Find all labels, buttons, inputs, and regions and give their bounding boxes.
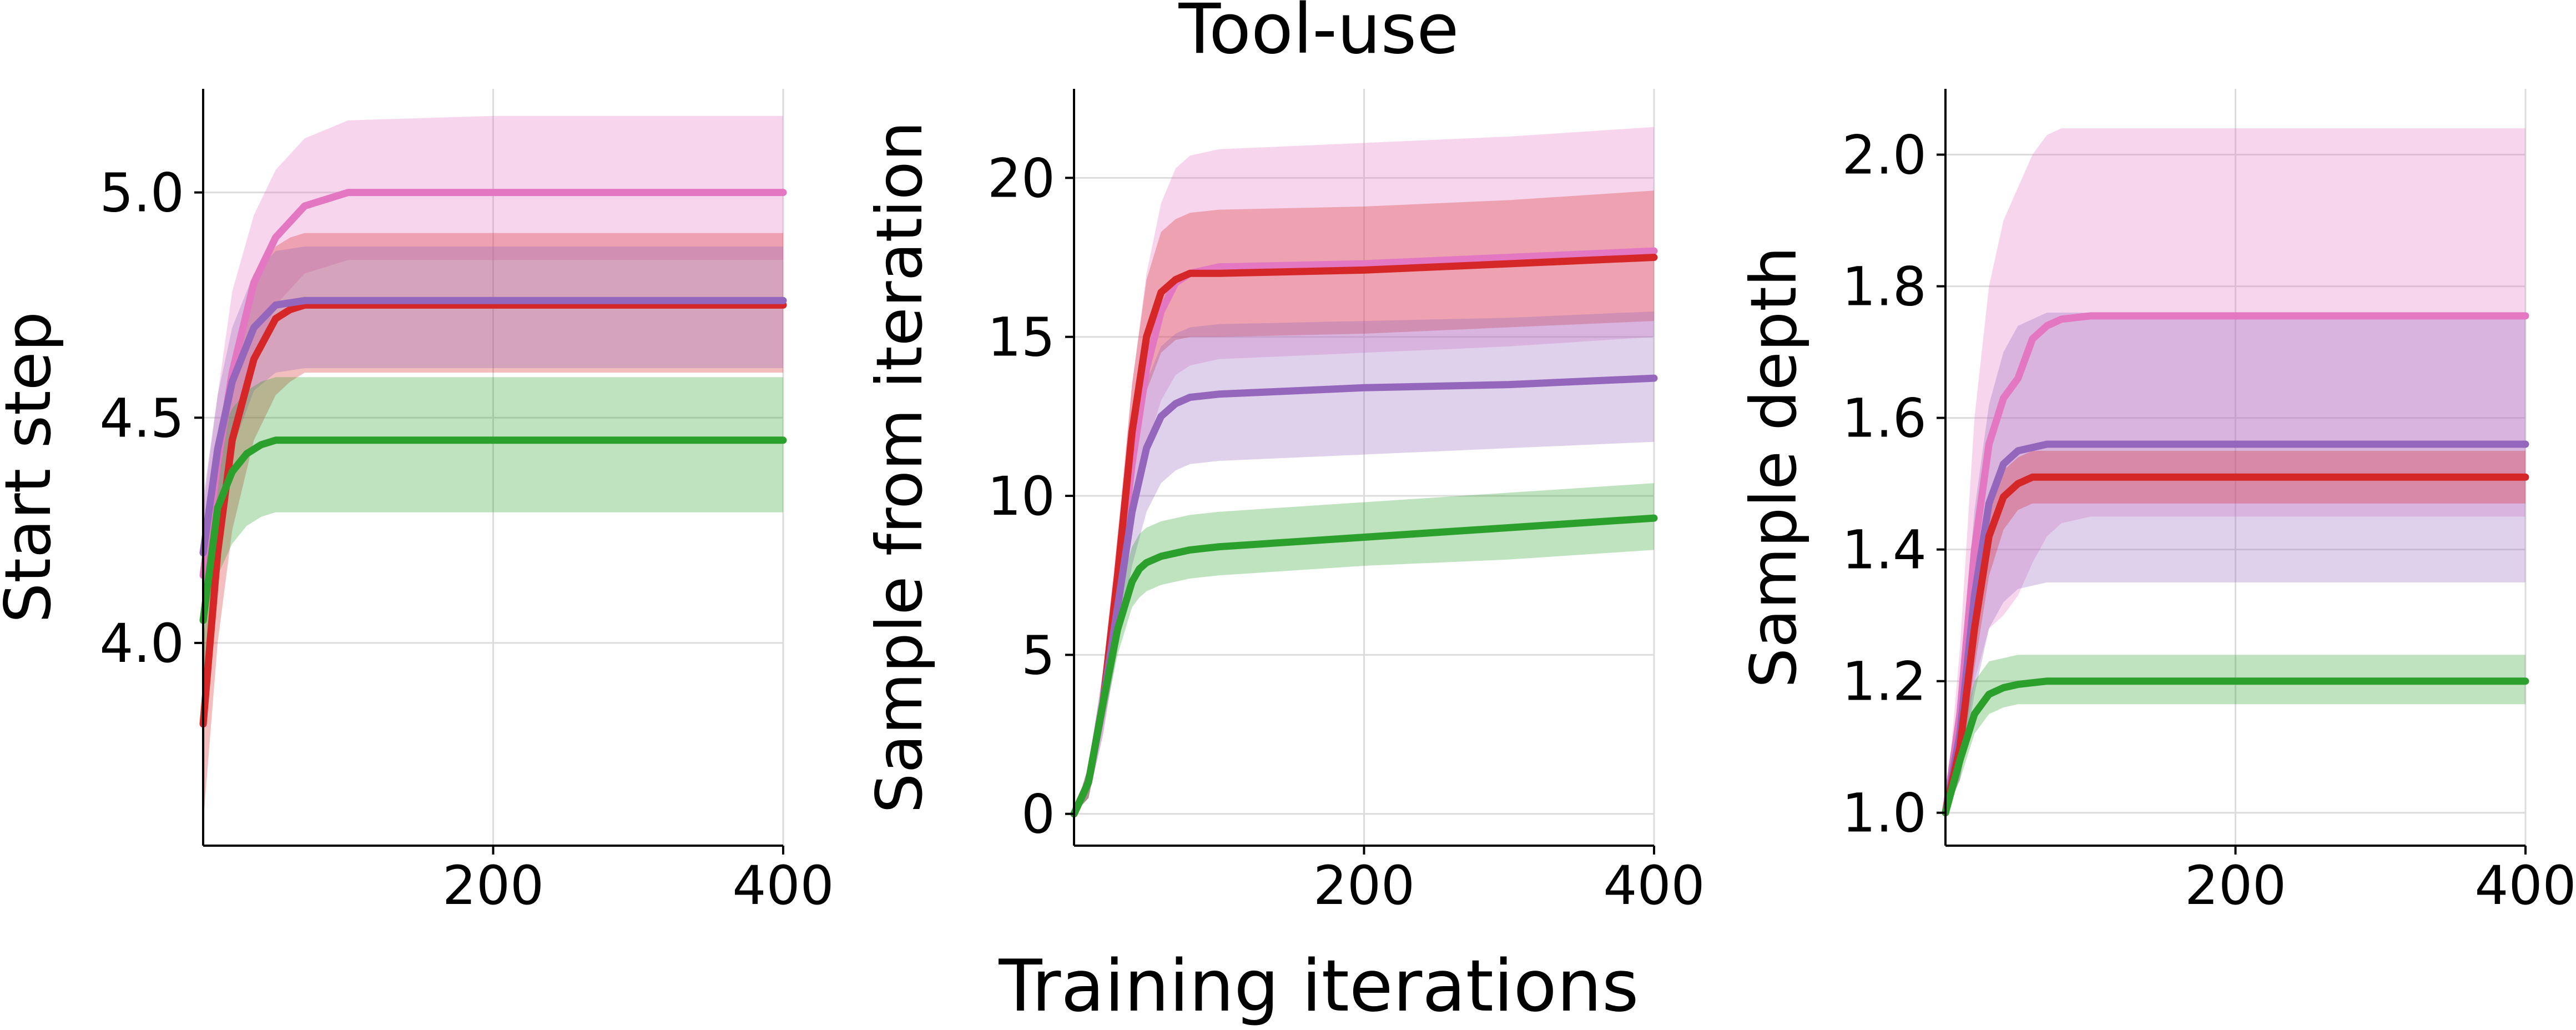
sample-from-iteration-purple-band xyxy=(1074,311,1654,814)
sample-from-iteration-y-label: Sample from iteration xyxy=(863,121,936,813)
sample-from-iteration-ytick-label: 10 xyxy=(987,465,1055,527)
figure-title: Tool-use xyxy=(1178,0,1459,69)
sample-depth-ytick-label: 2.0 xyxy=(1842,124,1927,187)
start-step-xtick-label: 400 xyxy=(732,855,834,917)
x-axis-label: Training iterations xyxy=(998,945,1639,1028)
sample-depth-panel: 200 400 1.0 1.2 1.4 1.6 1.8 2.0 Sample depth xyxy=(1737,89,2576,917)
sample-depth-y-label: Sample depth xyxy=(1737,247,1811,689)
sample-depth-purple-band xyxy=(1945,313,2525,813)
sample-from-iteration-xtick-label: 200 xyxy=(1313,855,1415,917)
sample-from-iteration-ytick-label: 5 xyxy=(1021,624,1055,686)
start-step-ytick-label: 4.5 xyxy=(99,387,184,449)
sample-from-iteration-pink-band xyxy=(1074,127,1654,814)
sample-depth-ytick-label: 1.2 xyxy=(1842,651,1927,713)
start-step-purple-line xyxy=(199,297,787,557)
start-step-red-band xyxy=(203,233,783,823)
sample-depth-xtick-label: 200 xyxy=(2185,855,2286,917)
sample-depth-red-band xyxy=(1945,450,2525,813)
sample-depth-green-band xyxy=(1945,655,2525,813)
sample-from-iteration-green-band xyxy=(1074,483,1654,814)
sample-from-iteration-panel: 200 400 0 5 10 15 20 Sample from iteration xyxy=(863,89,1705,917)
start-step-ytick-label: 5.0 xyxy=(99,162,184,224)
sample-from-iteration-green-line xyxy=(1070,514,1658,818)
start-step-xtick-label: 200 xyxy=(442,855,544,917)
sample-from-iteration-ytick-label: 0 xyxy=(1021,783,1055,846)
sample-depth-ytick-label: 1.0 xyxy=(1842,782,1927,845)
sample-depth-pink-band xyxy=(1945,128,2525,813)
sample-depth-ytick-label: 1.4 xyxy=(1842,519,1927,581)
start-step-ytick-label: 4.0 xyxy=(99,612,184,675)
sample-depth-xtick-label: 400 xyxy=(2474,855,2576,917)
start-step-green-line xyxy=(199,436,787,624)
start-step-green-band xyxy=(203,377,783,688)
sample-depth-ytick-label: 1.8 xyxy=(1842,256,1927,318)
sample-from-iteration-ytick-label: 20 xyxy=(987,147,1055,209)
start-step-y-label: Start step xyxy=(0,311,65,623)
sample-depth-red-line xyxy=(1942,473,2529,817)
sample-depth-green-line xyxy=(1942,677,2529,817)
start-step-purple-band xyxy=(203,247,783,621)
sample-from-iteration-ytick-label: 15 xyxy=(987,307,1055,369)
sample-from-iteration-xtick-label: 400 xyxy=(1603,855,1705,917)
start-step-pink-band xyxy=(203,115,783,621)
sample-depth-ytick-label: 1.6 xyxy=(1842,388,1927,450)
start-step-panel: 200 400 4.0 4.5 5.0 Start step xyxy=(0,89,834,917)
sample-depth-pink-line xyxy=(1942,312,2529,817)
